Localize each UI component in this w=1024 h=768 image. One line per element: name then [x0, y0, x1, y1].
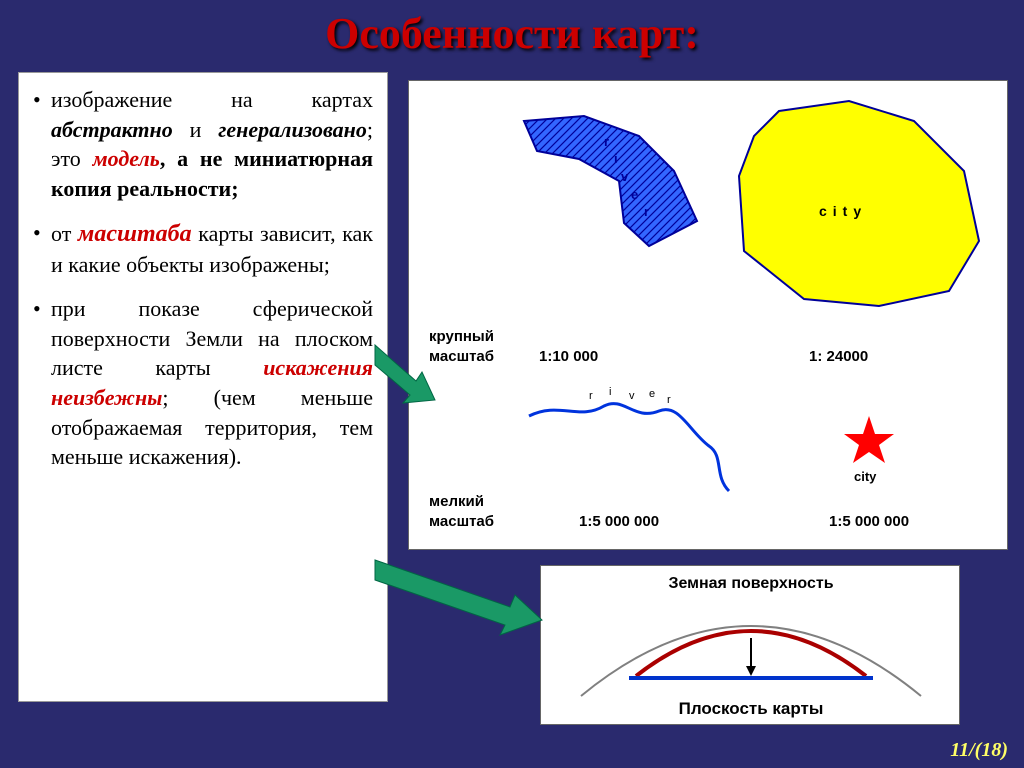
large-scale-label2: масштаб: [429, 348, 494, 365]
river-polygon: [524, 116, 697, 246]
svg-text:v: v: [629, 390, 635, 402]
large-scale-label1: крупный: [429, 328, 494, 345]
svg-text:v: v: [621, 169, 629, 184]
scale-diagram-svg: r i v e r city крупный масштаб 1:10 000 …: [409, 81, 1009, 551]
small-scale-label2: масштаб: [429, 513, 494, 530]
scale-diagram-panel: r i v e r city крупный масштаб 1:10 000 …: [408, 80, 1008, 550]
city-star-icon: [844, 416, 894, 463]
bullet-2: от масштаба карты зависит, как и какие о…: [33, 218, 373, 280]
projection-diagram-svg: Земная поверхность Плоскость карты: [541, 566, 961, 726]
projection-diagram-panel: Земная поверхность Плоскость карты: [540, 565, 960, 725]
svg-text:e: e: [631, 187, 638, 202]
arrow-2: [370, 555, 550, 655]
scale-2: 1: 24000: [809, 348, 868, 365]
bullet-3: при показе сферической поверхности Земли…: [33, 294, 373, 472]
city-poly-label: city: [819, 203, 867, 219]
earth-surface-label: Земная поверхность: [668, 575, 833, 592]
slide-title: Особенности карт:: [0, 0, 1024, 59]
svg-text:r: r: [589, 390, 593, 402]
map-plane-label: Плоскость карты: [679, 699, 824, 718]
svg-text:r: r: [667, 394, 671, 406]
svg-text:i: i: [609, 386, 611, 398]
slide-number: 11/(18): [950, 739, 1008, 762]
svg-text:r: r: [644, 204, 649, 219]
bullet-panel: изображение на картах абстрактно и генер…: [18, 72, 388, 702]
svg-text:i: i: [614, 151, 618, 166]
svg-text:e: e: [649, 388, 655, 400]
scale-4: 1:5 000 000: [829, 513, 909, 530]
city-point-label: city: [854, 469, 877, 484]
river-line: [529, 404, 729, 491]
scale-1: 1:10 000: [539, 348, 598, 365]
bullet-1: изображение на картах абстрактно и генер…: [33, 85, 373, 204]
down-arrow-head: [746, 666, 756, 676]
small-scale-label1: мелкий: [429, 493, 484, 510]
svg-text:r: r: [604, 134, 609, 149]
scale-3: 1:5 000 000: [579, 513, 659, 530]
